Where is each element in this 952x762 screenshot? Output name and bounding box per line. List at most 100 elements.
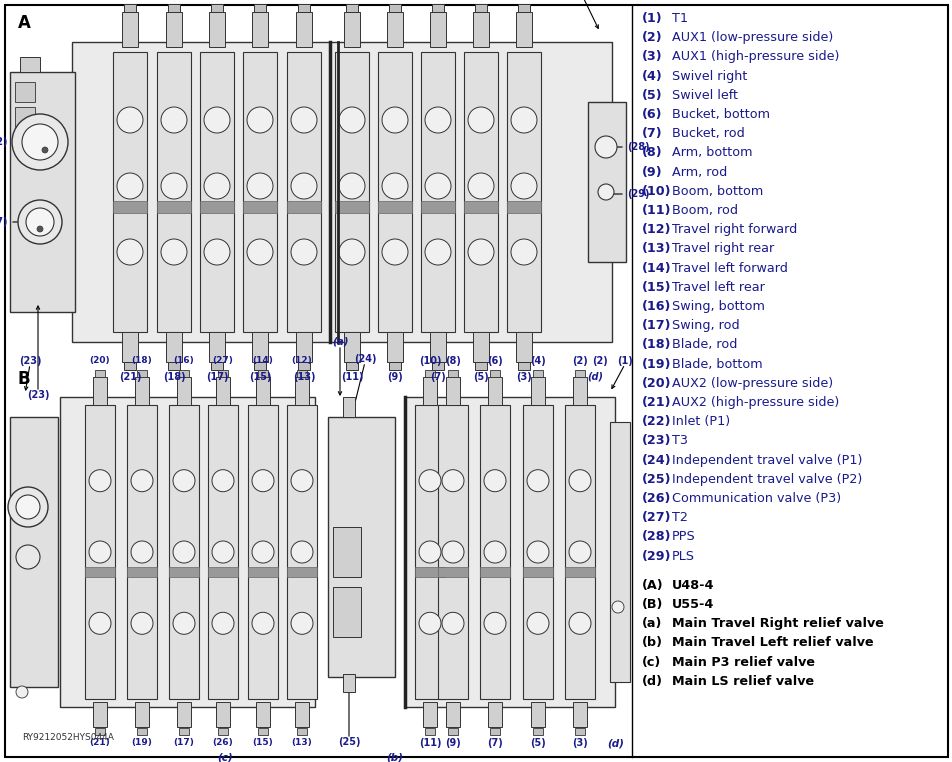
Bar [72,42,611,342]
Text: B: B [18,370,30,388]
Text: (12): (12) [291,357,312,366]
Bar [446,702,460,727]
Bar [532,370,543,377]
Bar [20,57,40,72]
Circle shape [211,469,234,491]
Text: (13): (13) [292,372,315,382]
Text: (7): (7) [486,738,503,748]
Bar [122,332,138,362]
Bar [515,332,531,362]
Circle shape [117,173,143,199]
Bar [425,370,434,377]
Bar [137,728,147,735]
Bar [574,370,585,377]
Bar [388,362,401,370]
Bar [200,52,234,332]
Text: (d): (d) [642,675,663,688]
Bar [243,52,277,332]
Text: (19): (19) [131,738,152,748]
Text: (25): (25) [337,737,360,747]
Bar [85,567,115,577]
Text: (9): (9) [387,372,403,382]
Circle shape [247,239,272,265]
Bar [388,4,401,12]
Text: Arm, rod: Arm, rod [671,165,726,178]
Bar [423,377,437,405]
Text: Bucket, rod: Bucket, rod [671,127,744,140]
Text: (a): (a) [642,617,662,630]
Bar [248,405,278,699]
Bar [124,4,136,12]
Bar [530,377,545,405]
Circle shape [251,469,274,491]
Bar [532,728,543,735]
Circle shape [251,613,274,634]
Circle shape [89,613,110,634]
Circle shape [247,107,272,133]
Text: Arm, bottom: Arm, bottom [671,146,752,159]
Bar [208,332,225,362]
Circle shape [290,173,317,199]
Bar [169,567,199,577]
Text: (d): (d) [607,738,624,748]
Text: U48-4: U48-4 [671,579,714,592]
Bar [489,370,500,377]
Text: Main LS relief valve: Main LS relief valve [671,675,813,688]
Text: (18): (18) [131,357,152,366]
Bar [297,370,307,377]
Text: (15): (15) [248,372,271,382]
Bar [474,4,486,12]
Circle shape [442,541,464,563]
Bar [414,567,445,577]
Text: (27): (27) [642,511,671,524]
Circle shape [204,239,229,265]
Circle shape [339,107,365,133]
Bar [135,377,149,405]
Text: (16): (16) [173,357,194,366]
Bar [387,332,403,362]
Bar [287,567,317,577]
Text: (10): (10) [642,185,671,198]
Bar [10,417,58,687]
Bar [256,702,269,727]
Circle shape [290,107,317,133]
Bar [218,370,228,377]
Bar [157,52,190,332]
Bar [95,370,105,377]
Circle shape [467,239,493,265]
Bar [218,728,228,735]
Bar [297,728,307,735]
Bar [414,405,445,699]
Circle shape [568,613,590,634]
Bar [135,702,149,727]
Text: Inlet (P1): Inlet (P1) [671,415,729,428]
Bar [518,4,529,12]
Text: (23): (23) [19,356,41,366]
Bar [425,728,434,735]
Circle shape [173,469,195,491]
Text: AUX1 (high-pressure side): AUX1 (high-pressure side) [671,50,839,63]
Bar [438,405,467,699]
Bar [472,332,488,362]
Bar [124,362,136,370]
Bar [295,702,308,727]
Bar [421,201,454,213]
Bar [447,370,458,377]
Bar [95,728,105,735]
Text: Swivel right: Swivel right [671,69,746,82]
Text: Main P3 relief valve: Main P3 relief valve [671,655,814,668]
Bar [166,12,182,47]
Circle shape [339,239,365,265]
Text: (24): (24) [642,453,671,466]
Circle shape [161,173,187,199]
Bar [609,422,629,682]
Text: (a): (a) [331,337,347,347]
Circle shape [526,541,548,563]
Bar [296,12,311,47]
Circle shape [510,107,536,133]
Text: (27): (27) [0,217,8,227]
Bar [480,567,509,577]
Text: (3): (3) [642,50,662,63]
Text: (18): (18) [163,372,185,382]
Bar [216,377,229,405]
